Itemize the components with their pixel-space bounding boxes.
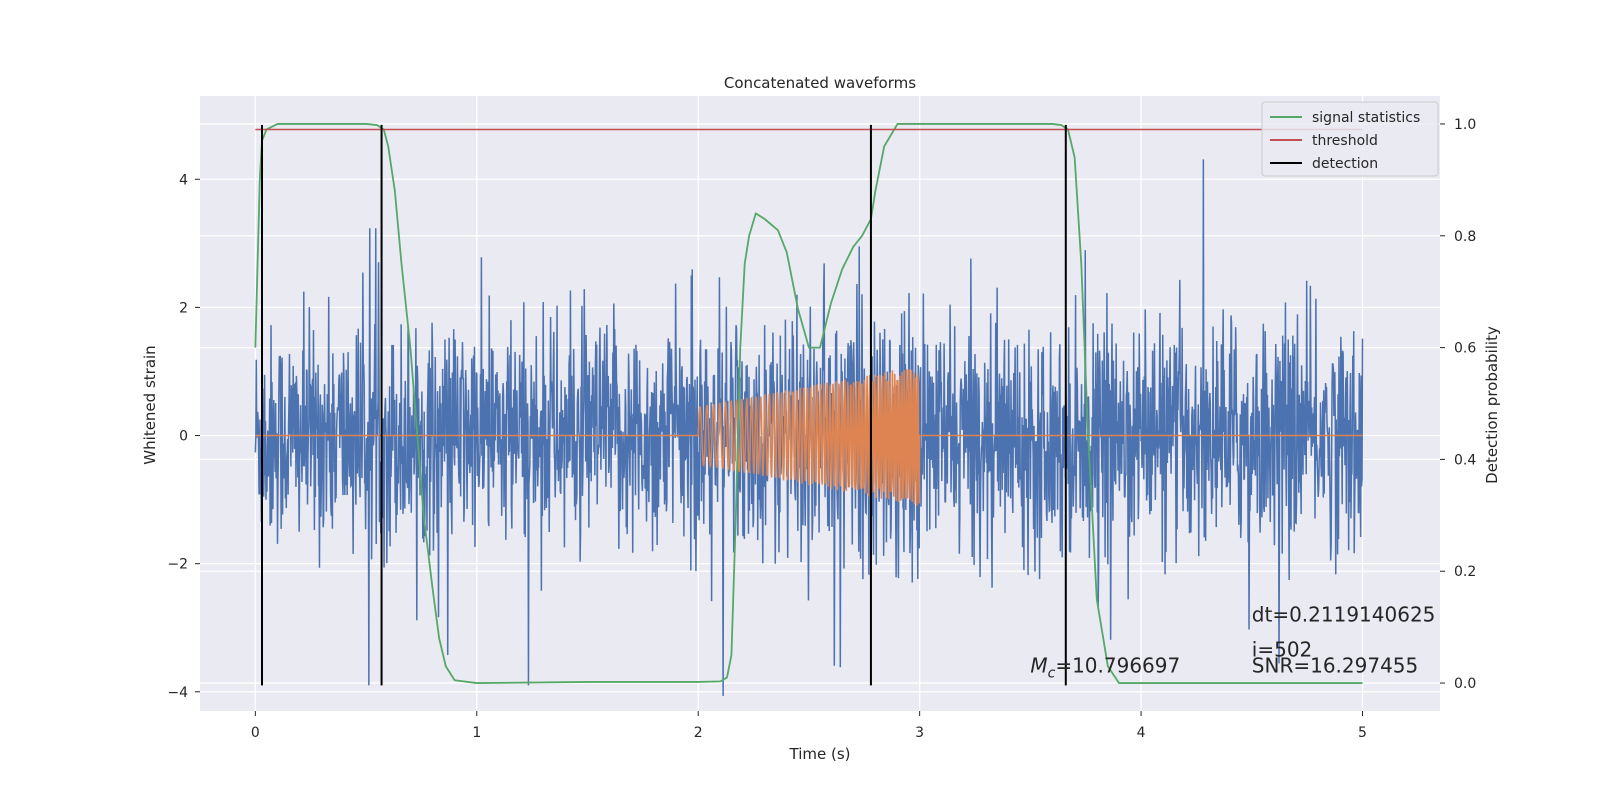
y-tick-label: −2 <box>167 557 188 573</box>
y2-tick-label: 0.2 <box>1454 564 1476 580</box>
x-axis-label: Time (s) <box>789 745 851 763</box>
y-tick-label: 4 <box>179 172 188 188</box>
x-tick-label: 4 <box>1137 725 1146 741</box>
y-axis-label: Whitened strain <box>141 345 159 464</box>
annotation-text: dt=0.2119140625 <box>1252 602 1436 626</box>
x-tick-label: 0 <box>251 725 260 741</box>
annotation-value: =10.796697 <box>1055 654 1180 678</box>
y-tick-label: 0 <box>179 429 188 445</box>
legend: signal statistics threshold detection <box>1262 102 1438 176</box>
chart: 0 1 2 3 4 5 −4 −2 0 2 4 0.0 0.2 0.4 0.6 0.8 1.0 Concaten… <box>0 0 1600 800</box>
annotation-text: SNR=16.297455 <box>1252 654 1418 678</box>
y2-tick-label: 0.8 <box>1454 229 1476 245</box>
y2-tick-label: 1.0 <box>1454 117 1476 133</box>
legend-label: signal statistics <box>1312 110 1420 126</box>
y2-tick-label: 0.0 <box>1454 676 1476 692</box>
legend-label: threshold <box>1312 133 1378 149</box>
legend-label: detection <box>1312 156 1378 172</box>
y2-tick-label: 0.6 <box>1454 341 1476 357</box>
x-tick-label: 2 <box>694 725 703 741</box>
chart-title: Concatenated waveforms <box>724 74 916 92</box>
x-tick-label: 1 <box>472 725 481 741</box>
y-tick-label: 2 <box>179 300 188 316</box>
x-tick-label: 5 <box>1358 725 1367 741</box>
y-tick-label: −4 <box>167 685 188 701</box>
y2-axis-label: Detection probability <box>1483 326 1501 484</box>
annotation-math-symbol: M <box>1030 654 1047 678</box>
x-tick-label: 3 <box>915 725 924 741</box>
y2-tick-label: 0.4 <box>1454 452 1476 468</box>
